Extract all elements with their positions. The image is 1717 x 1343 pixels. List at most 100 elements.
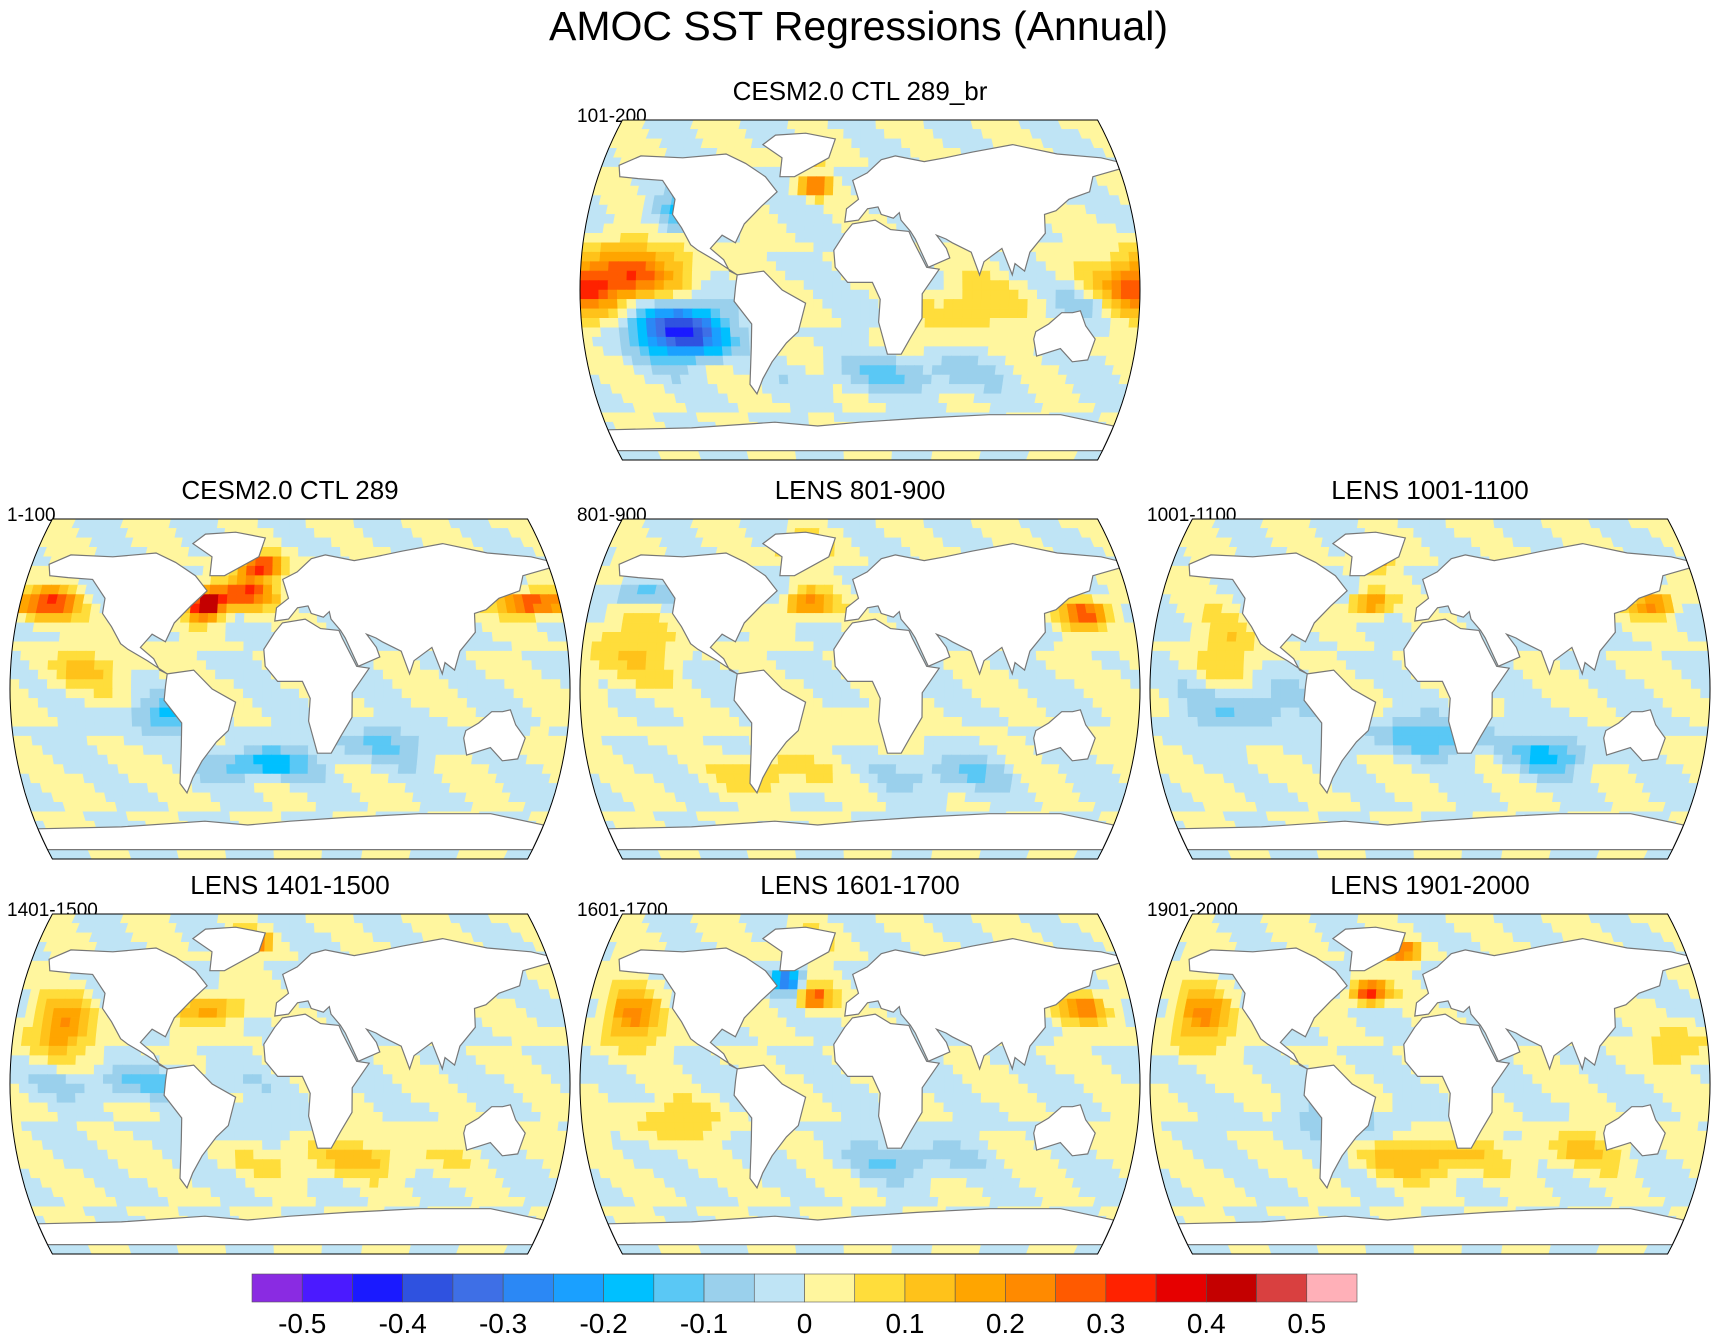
sst-cell — [785, 242, 796, 253]
sst-cell — [850, 327, 861, 338]
sst-cell — [457, 688, 468, 699]
sst-cell — [922, 374, 933, 385]
sst-cell — [891, 528, 902, 539]
sst-cell — [787, 365, 798, 376]
sst-cell — [719, 280, 730, 291]
sst-cell — [974, 384, 986, 395]
sst-cell — [790, 412, 801, 423]
sst-cell — [429, 688, 440, 699]
sst-cell — [420, 669, 431, 680]
sst-cell — [153, 764, 165, 775]
sst-cell — [130, 688, 141, 699]
sst-cell — [787, 195, 798, 206]
sst-cell — [224, 660, 235, 671]
sst-cell — [703, 346, 715, 357]
sst-cell — [868, 403, 878, 414]
sst-cell — [297, 519, 307, 529]
sst-cell — [786, 519, 797, 529]
sst-cell — [253, 613, 264, 624]
sst-cell — [616, 280, 628, 291]
sst-cell — [684, 336, 695, 347]
sst-cell — [780, 176, 791, 187]
sst-cell — [78, 745, 90, 756]
sst-cell — [851, 519, 861, 529]
sst-cell — [1097, 346, 1109, 357]
sst-cell — [452, 754, 464, 765]
sst-cell — [401, 688, 412, 699]
sst-cell — [41, 745, 53, 756]
sst-cell — [88, 613, 100, 624]
sst-cell — [249, 849, 259, 859]
sst-cell — [815, 166, 826, 177]
sst-cell — [813, 242, 824, 253]
sst-cell — [610, 336, 622, 347]
sst-cell — [794, 261, 805, 272]
sst-cell — [399, 745, 410, 756]
sst-cell — [841, 594, 852, 605]
sst-cell — [1026, 261, 1038, 272]
sst-cell — [360, 783, 371, 794]
sst-cell — [545, 745, 557, 756]
sst-cell — [513, 688, 524, 699]
sst-cell — [823, 185, 834, 196]
sst-cell — [695, 355, 707, 366]
sst-cell — [827, 120, 837, 130]
sst-cell — [410, 717, 421, 728]
sst-cell — [116, 754, 128, 765]
sst-cell — [795, 346, 806, 357]
sst-cell — [600, 327, 612, 338]
sst-cell — [354, 698, 365, 709]
sst-cell — [1120, 289, 1132, 300]
sst-cell — [608, 318, 620, 329]
sst-cell — [361, 764, 372, 775]
sst-cell — [218, 584, 229, 595]
sst-cell — [217, 773, 228, 784]
sst-cell — [66, 660, 77, 671]
sst-cell — [507, 613, 519, 624]
sst-cell — [960, 346, 971, 357]
sst-cell — [112, 660, 124, 671]
sst-cell — [824, 575, 835, 586]
sst-cell — [626, 289, 637, 300]
sst-cell — [786, 214, 797, 225]
sst-cell — [125, 754, 137, 765]
sst-cell — [943, 308, 954, 319]
sst-cell — [159, 717, 170, 728]
sst-cell — [161, 754, 173, 765]
sst-cell — [280, 698, 291, 709]
sst-cell — [833, 157, 844, 168]
sst-cell — [617, 318, 629, 329]
sst-cell — [211, 802, 222, 813]
sst-cell — [316, 764, 327, 775]
sst-cell — [52, 754, 64, 765]
sst-cell — [244, 773, 255, 784]
sst-cell — [796, 374, 807, 385]
sst-cell — [233, 669, 244, 680]
sst-cell — [162, 764, 174, 775]
sst-cell — [992, 384, 1004, 395]
sst-cell — [645, 299, 656, 310]
sst-cell — [590, 327, 602, 338]
sst-cell — [93, 660, 105, 671]
sst-cell — [490, 622, 502, 633]
sst-cell — [759, 214, 770, 225]
sst-cell — [946, 393, 958, 404]
sst-cell — [952, 261, 963, 272]
sst-cell — [904, 374, 915, 385]
sst-cell — [106, 754, 118, 765]
sst-cell — [688, 374, 700, 385]
sst-cell — [212, 811, 223, 822]
sst-cell — [788, 176, 800, 187]
sst-cell — [244, 764, 255, 775]
sst-cell — [1064, 280, 1076, 291]
sst-cell — [164, 783, 176, 794]
sst-cell — [354, 717, 365, 728]
sst-cell — [868, 384, 879, 395]
sst-cell — [886, 374, 897, 385]
land-sa — [163, 669, 237, 795]
sst-cell — [667, 355, 679, 366]
sst-cell — [1083, 289, 1094, 300]
sst-cell — [18, 679, 30, 690]
sst-cell — [859, 120, 869, 130]
sst-cell — [981, 280, 992, 291]
